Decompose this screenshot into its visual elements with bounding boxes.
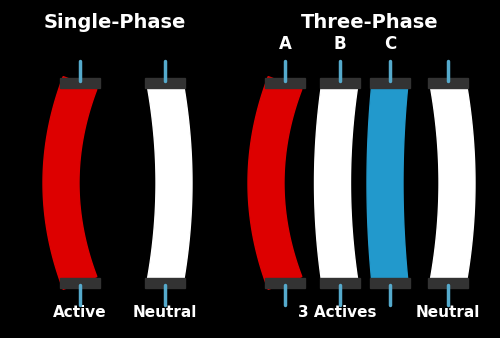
Polygon shape [314,80,358,286]
Text: Neutral: Neutral [416,305,480,320]
Polygon shape [370,78,410,88]
Polygon shape [430,80,475,286]
Polygon shape [248,77,302,289]
Text: B: B [334,35,346,53]
Polygon shape [148,80,192,286]
Polygon shape [370,278,410,288]
Text: A: A [278,35,291,53]
Text: C: C [384,35,396,53]
Text: 3 Actives: 3 Actives [298,305,377,320]
Text: Neutral: Neutral [133,305,197,320]
Polygon shape [145,78,185,88]
Text: Active: Active [53,305,107,320]
Polygon shape [265,278,305,288]
Polygon shape [320,278,360,288]
Polygon shape [43,77,97,289]
Polygon shape [428,278,468,288]
Polygon shape [428,78,468,88]
Polygon shape [60,78,100,88]
Text: Three-Phase: Three-Phase [301,13,439,32]
Polygon shape [145,278,185,288]
Polygon shape [265,78,305,88]
Text: Single-Phase: Single-Phase [44,13,186,32]
Polygon shape [60,278,100,288]
Polygon shape [367,81,408,285]
Polygon shape [320,78,360,88]
